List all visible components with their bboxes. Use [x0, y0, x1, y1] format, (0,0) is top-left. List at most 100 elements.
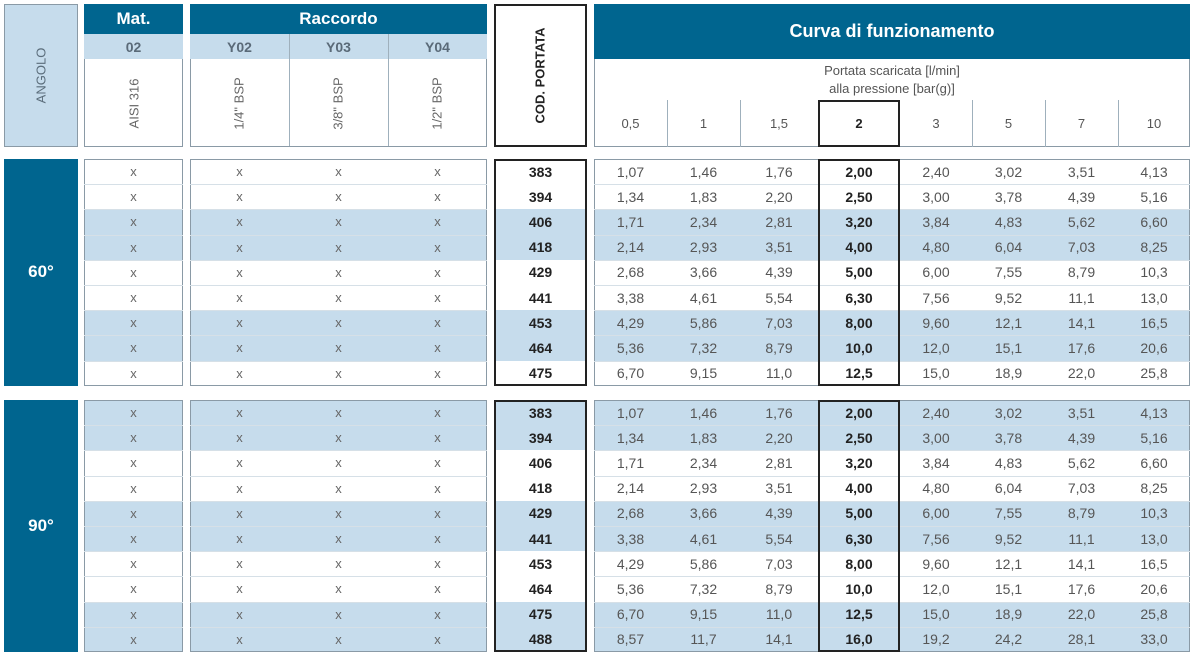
- flow-value: 2,00: [845, 163, 873, 180]
- availability-mark: x: [236, 315, 243, 331]
- flow-value: 24,2: [994, 631, 1023, 648]
- pressure-label: 10: [1146, 116, 1162, 131]
- flow-value: 8,57: [616, 631, 645, 648]
- availability-mark: x: [236, 264, 243, 280]
- mat-code: 02: [125, 38, 142, 55]
- flow-value: 3,20: [845, 213, 873, 230]
- flow-value: 3,51: [765, 480, 793, 497]
- flow-value: 7,55: [994, 505, 1023, 522]
- angolo-label-wrap: ANGOLO: [4, 4, 78, 147]
- availability-mark: x: [236, 505, 243, 521]
- raccordo-name-y02: 1/4" BSP: [232, 76, 247, 130]
- row-highlight: [494, 209, 587, 235]
- flow-value: 7,55: [994, 264, 1023, 281]
- availability-mark: x: [335, 214, 342, 230]
- portata-line1: Portata scaricata [l/min]: [824, 62, 960, 78]
- row-divider: [190, 551, 487, 553]
- availability-mark: x: [434, 365, 441, 381]
- angle-cell: [4, 159, 78, 386]
- availability-mark: x: [434, 505, 441, 521]
- flow-value: 15,1: [994, 580, 1023, 597]
- availability-mark: x: [335, 631, 342, 647]
- flow-value: 18,9: [994, 606, 1023, 623]
- flow-value: 2,34: [689, 213, 718, 230]
- raccordo-codes-row: [190, 34, 487, 59]
- availability-mark: x: [130, 214, 137, 230]
- row-divider: [190, 475, 487, 477]
- row-divider: [594, 310, 1190, 312]
- row-divider: [84, 234, 183, 236]
- flow-value: 8,79: [1067, 264, 1096, 281]
- flow-value: 9,52: [994, 530, 1023, 547]
- raccordo-code-y04: Y04: [425, 38, 450, 55]
- availability-mark: x: [335, 340, 342, 356]
- flow-value: 13,0: [1140, 289, 1168, 306]
- cod-portata-column-box: [494, 159, 587, 386]
- row-divider: [84, 450, 183, 452]
- row-divider: [190, 576, 487, 578]
- flow-value: 15,0: [922, 365, 950, 382]
- row-highlight: [494, 601, 587, 627]
- flow-value: 18,9: [994, 365, 1023, 382]
- flow-value: 1,76: [765, 404, 793, 421]
- flow-value: 16,5: [1140, 314, 1168, 331]
- mat-name: AISI 316: [126, 78, 141, 128]
- flow-value: 12,0: [922, 580, 950, 597]
- raccordo-title-cell: [190, 4, 487, 34]
- row-highlight: [84, 526, 183, 552]
- flow-value: 8,00: [845, 314, 873, 331]
- pressure-divider: [972, 100, 973, 147]
- row-highlight: [84, 310, 183, 336]
- row-divider: [84, 626, 183, 628]
- row-highlight: [84, 234, 183, 260]
- flow-value: 13,0: [1140, 530, 1168, 547]
- row-divider: [84, 475, 183, 477]
- availability-mark: x: [236, 455, 243, 471]
- row-divider: [594, 551, 1190, 553]
- flow-value: 11,7: [690, 631, 717, 648]
- row-divider: [594, 576, 1190, 578]
- flow-value: 6,70: [616, 606, 645, 623]
- flow-value: 4,61: [689, 530, 718, 547]
- flow-value: 5,00: [845, 505, 873, 522]
- availability-mark: x: [236, 430, 243, 446]
- cod-portata-column-box: [494, 400, 587, 652]
- flow-value: 4,29: [616, 314, 645, 331]
- mat-code-cell: [84, 34, 183, 59]
- availability-mark: x: [335, 606, 342, 622]
- pressure-label: 1,5: [769, 116, 789, 131]
- flow-value: 16,5: [1140, 555, 1168, 572]
- flow-code: 383: [528, 163, 553, 180]
- raccordo-divider: [289, 34, 290, 147]
- flow-code: 453: [528, 314, 553, 331]
- cod-portata-label-wrap: COD. PORTATA: [494, 4, 587, 147]
- row-highlight: [594, 425, 1190, 451]
- availability-mark: x: [130, 556, 137, 572]
- flow-value: 4,83: [994, 213, 1023, 230]
- flow-value: 2,40: [922, 163, 950, 180]
- row-highlight: [594, 626, 1190, 652]
- flow-value: 14,1: [1067, 555, 1096, 572]
- row-divider: [190, 601, 487, 603]
- row-divider: [84, 285, 183, 286]
- flow-value: 11,1: [1068, 289, 1095, 306]
- flow-value: 3,00: [922, 429, 950, 446]
- flow-value: 2,14: [616, 239, 645, 256]
- row-divider: [84, 259, 183, 261]
- section-frame: [190, 159, 487, 386]
- availability-mark: x: [236, 606, 243, 622]
- flow-code: 406: [528, 454, 553, 471]
- availability-mark: x: [236, 340, 243, 356]
- raccordo-name-wrap: 1/4" BSP: [190, 59, 289, 147]
- curva-title: Curva di funzionamento: [789, 21, 995, 41]
- availability-mark: x: [335, 430, 342, 446]
- flow-value: 33,0: [1140, 631, 1168, 648]
- flow-value: 20,6: [1140, 339, 1168, 356]
- availability-mark: x: [130, 480, 137, 496]
- row-highlight: [84, 626, 183, 652]
- angle-label: 60°: [28, 262, 54, 282]
- availability-mark: x: [335, 505, 342, 521]
- flow-value: 15,1: [994, 339, 1023, 356]
- availability-mark: x: [130, 455, 137, 471]
- row-highlight: [190, 234, 487, 260]
